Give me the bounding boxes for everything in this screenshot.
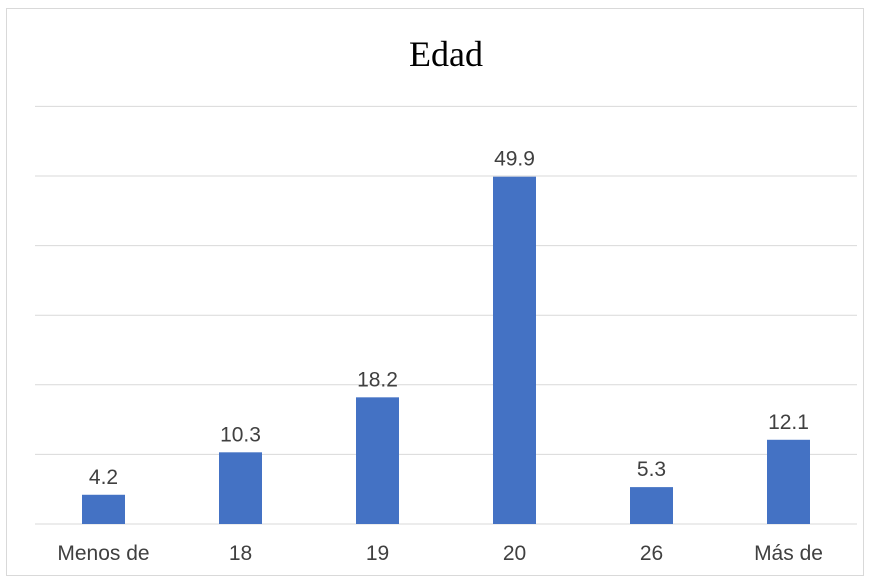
gridlines bbox=[35, 105, 857, 525]
bar bbox=[493, 176, 536, 525]
data-label: 4.2 bbox=[89, 466, 118, 489]
bar bbox=[356, 397, 399, 524]
bar bbox=[767, 439, 810, 524]
x-tick-label: Menos de bbox=[57, 542, 149, 565]
data-label: 18.2 bbox=[357, 368, 398, 391]
data-label: 49.9 bbox=[494, 148, 535, 171]
x-tick-label: 20 bbox=[503, 542, 526, 565]
data-label: 12.1 bbox=[768, 411, 809, 434]
data-labels: 4.2 10.3 18.2 49.9 5.3 12.1 bbox=[89, 148, 809, 489]
chart-frame bbox=[6, 8, 864, 576]
bar bbox=[630, 487, 673, 524]
x-tick-labels: Menos de 18 19 20 26 Más de bbox=[57, 542, 823, 565]
chart-title: Edad bbox=[409, 34, 483, 74]
x-tick-label: 19 bbox=[366, 542, 389, 565]
x-tick-label: Más de bbox=[754, 542, 823, 565]
x-tick-label: 18 bbox=[229, 542, 252, 565]
bar bbox=[219, 452, 262, 524]
data-label: 10.3 bbox=[220, 423, 261, 446]
bars bbox=[82, 176, 810, 525]
bar bbox=[82, 494, 125, 524]
x-tick-label: 26 bbox=[640, 542, 663, 565]
data-label: 5.3 bbox=[637, 458, 666, 481]
